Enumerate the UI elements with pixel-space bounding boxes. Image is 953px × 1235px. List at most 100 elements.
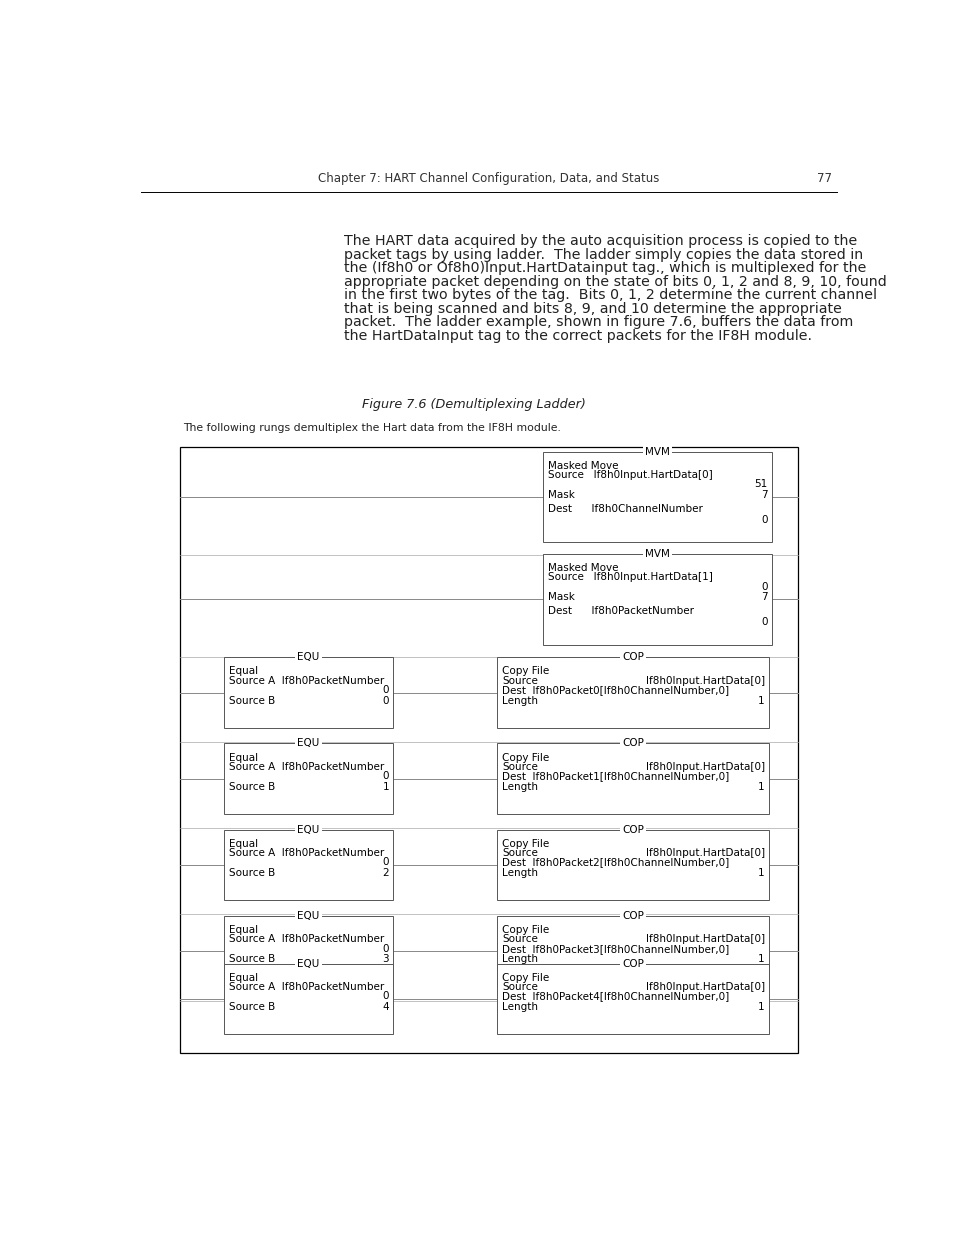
Text: 7: 7 (760, 593, 767, 603)
Text: packet.  The ladder example, shown in figure 7.6, buffers the data from: packet. The ladder example, shown in fig… (344, 315, 852, 330)
Text: If8h0Input.HartData[0]: If8h0Input.HartData[0] (645, 935, 764, 945)
Text: packet tags by using ladder.  The ladder simply copies the data stored in: packet tags by using ladder. The ladder … (344, 248, 862, 262)
Text: Dest  If8h0Packet3[If8h0ChannelNumber,0]: Dest If8h0Packet3[If8h0ChannelNumber,0] (501, 944, 729, 953)
Text: Equal: Equal (229, 667, 257, 677)
Text: Dest  If8h0Packet1[If8h0ChannelNumber,0]: Dest If8h0Packet1[If8h0ChannelNumber,0] (501, 771, 729, 781)
Text: the HartDataInput tag to the correct packets for the IF8H module.: the HartDataInput tag to the correct pac… (344, 329, 811, 343)
Bar (224, 963, 393, 1035)
Text: Dest  If8h0Packet0[If8h0ChannelNumber,0]: Dest If8h0Packet0[If8h0ChannelNumber,0] (501, 685, 728, 695)
Text: appropriate packet depending on the state of bits 0, 1, 2 and 8, 9, 10, found: appropriate packet depending on the stat… (344, 275, 886, 289)
Text: Source: Source (501, 676, 537, 685)
Text: COP: COP (621, 958, 643, 968)
Text: 3: 3 (382, 955, 389, 965)
Text: Masked Move: Masked Move (547, 461, 618, 471)
Text: COP: COP (621, 739, 643, 748)
Text: Length: Length (501, 955, 537, 965)
Text: COP: COP (621, 825, 643, 835)
Bar (224, 916, 393, 987)
Text: Copy File: Copy File (501, 667, 549, 677)
Text: 0: 0 (760, 618, 767, 627)
Text: Copy File: Copy File (501, 752, 549, 763)
Text: 1: 1 (758, 868, 764, 878)
Text: If8h0Input.HartData[0]: If8h0Input.HartData[0] (645, 848, 764, 858)
Text: 0: 0 (382, 944, 389, 953)
Text: COP: COP (621, 911, 643, 921)
Text: Length: Length (501, 868, 537, 878)
Text: 1: 1 (758, 955, 764, 965)
Text: Dest  If8h0Packet2[If8h0ChannelNumber,0]: Dest If8h0Packet2[If8h0ChannelNumber,0] (501, 857, 729, 867)
Text: If8h0Input.HartData[0]: If8h0Input.HartData[0] (645, 676, 764, 685)
Text: Source A  If8h0PacketNumber: Source A If8h0PacketNumber (229, 848, 383, 858)
Text: Source   If8h0Input.HartData[1]: Source If8h0Input.HartData[1] (547, 573, 712, 583)
Text: MVM: MVM (644, 447, 669, 457)
Text: 1: 1 (758, 1002, 764, 1013)
Text: Source A  If8h0PacketNumber: Source A If8h0PacketNumber (229, 676, 383, 685)
Bar (224, 830, 393, 900)
Text: Source: Source (501, 762, 537, 772)
Text: 4: 4 (382, 1002, 389, 1013)
Text: 7: 7 (760, 490, 767, 500)
Text: Mask: Mask (547, 593, 574, 603)
Text: in the first two bytes of the tag.  Bits 0, 1, 2 determine the current channel: in the first two bytes of the tag. Bits … (344, 288, 876, 303)
Text: Source B: Source B (229, 868, 274, 878)
Text: Dest  If8h0Packet4[If8h0ChannelNumber,0]: Dest If8h0Packet4[If8h0ChannelNumber,0] (501, 992, 729, 1002)
Text: Source: Source (501, 935, 537, 945)
Text: 0: 0 (382, 695, 389, 705)
Text: EQU: EQU (297, 739, 319, 748)
Bar (497, 657, 768, 727)
Text: Equal: Equal (229, 973, 257, 983)
Text: Source B: Source B (229, 955, 274, 965)
Bar (224, 743, 393, 814)
Text: 2: 2 (382, 868, 389, 878)
Text: Mask: Mask (547, 490, 574, 500)
Text: If8h0Input.HartData[0]: If8h0Input.HartData[0] (645, 762, 764, 772)
Bar (542, 452, 771, 542)
Text: Source: Source (501, 848, 537, 858)
Text: EQU: EQU (297, 825, 319, 835)
Text: Dest      If8h0PacketNumber: Dest If8h0PacketNumber (547, 606, 693, 616)
Text: 0: 0 (382, 771, 389, 781)
Text: EQU: EQU (297, 652, 319, 662)
Text: 1: 1 (758, 782, 764, 792)
Text: 0: 0 (382, 992, 389, 1002)
Text: 0: 0 (760, 582, 767, 592)
Text: Source B: Source B (229, 1002, 274, 1013)
Text: Copy File: Copy File (501, 839, 549, 848)
Text: Source A  If8h0PacketNumber: Source A If8h0PacketNumber (229, 762, 383, 772)
Text: that is being scanned and bits 8, 9, and 10 determine the appropriate: that is being scanned and bits 8, 9, and… (344, 301, 841, 316)
Bar (542, 555, 771, 645)
Text: Source B: Source B (229, 782, 274, 792)
Text: 51: 51 (754, 479, 767, 489)
Text: 0: 0 (382, 685, 389, 695)
Text: COP: COP (621, 652, 643, 662)
Bar (224, 657, 393, 727)
Text: the (If8h0 or Of8h0)Input.HartDatainput tag., which is multiplexed for the: the (If8h0 or Of8h0)Input.HartDatainput … (344, 262, 865, 275)
Text: Source   If8h0Input.HartData[0]: Source If8h0Input.HartData[0] (547, 471, 712, 480)
Text: EQU: EQU (297, 911, 319, 921)
Text: 0: 0 (382, 857, 389, 867)
Text: Length: Length (501, 782, 537, 792)
Text: Length: Length (501, 695, 537, 705)
Text: If8h0Input.HartData[0]: If8h0Input.HartData[0] (645, 982, 764, 992)
Text: Source B: Source B (229, 695, 274, 705)
Text: Source: Source (501, 982, 537, 992)
Bar (497, 743, 768, 814)
Text: Length: Length (501, 1002, 537, 1013)
Text: 0: 0 (760, 515, 767, 525)
Text: Equal: Equal (229, 752, 257, 763)
Text: Source A  If8h0PacketNumber: Source A If8h0PacketNumber (229, 935, 383, 945)
Bar (497, 963, 768, 1035)
Text: EQU: EQU (297, 958, 319, 968)
Text: Source A  If8h0PacketNumber: Source A If8h0PacketNumber (229, 982, 383, 992)
Text: 1: 1 (758, 695, 764, 705)
Text: The following rungs demultiplex the Hart data from the IF8H module.: The following rungs demultiplex the Hart… (183, 424, 560, 433)
Text: MVM: MVM (644, 550, 669, 559)
Text: Equal: Equal (229, 839, 257, 848)
Text: Chapter 7: HART Channel Configuration, Data, and Status: Chapter 7: HART Channel Configuration, D… (318, 172, 659, 185)
Text: Dest      If8h0ChannelNumber: Dest If8h0ChannelNumber (547, 504, 702, 514)
Text: Copy File: Copy File (501, 925, 549, 935)
Text: 1: 1 (382, 782, 389, 792)
Text: Equal: Equal (229, 925, 257, 935)
Bar (179, 447, 798, 1053)
Bar (497, 830, 768, 900)
